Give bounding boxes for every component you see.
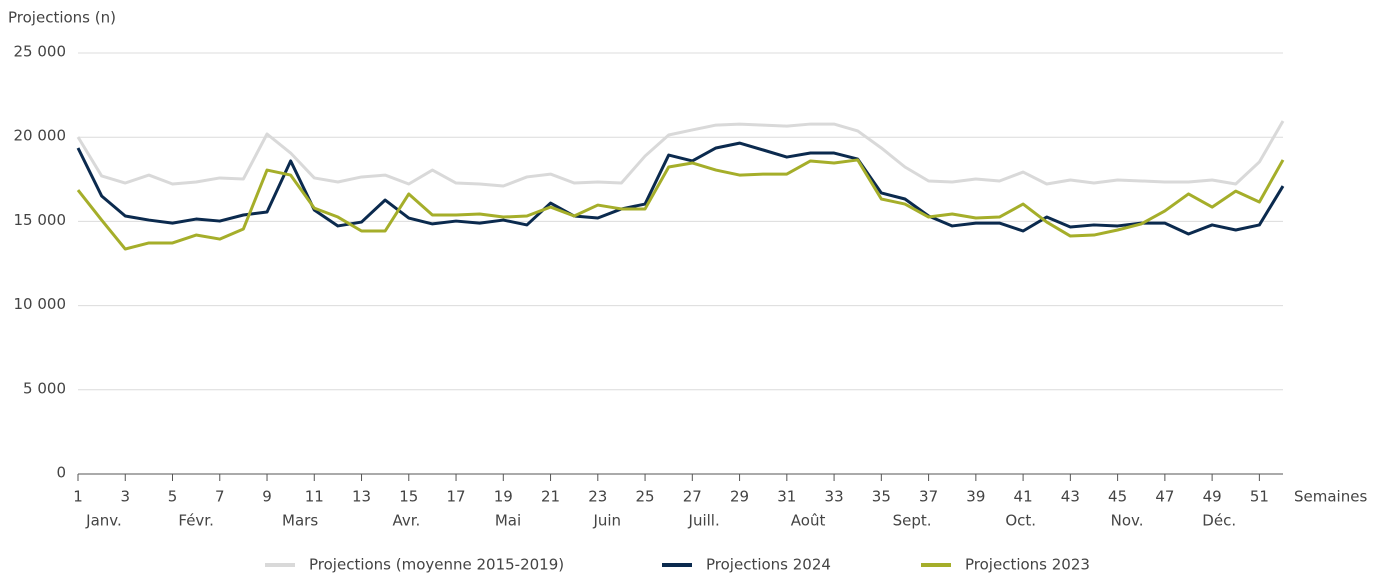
y-tick-label: 5 000 — [23, 379, 66, 397]
legend-label: Projections (moyenne 2015-2019) — [309, 556, 564, 574]
month-label: Avr. — [393, 512, 421, 530]
month-label: Oct. — [1005, 512, 1036, 530]
y-axis-label: Projections (n) — [8, 9, 116, 27]
x-tick-label: 29 — [730, 488, 749, 506]
month-label: Juill. — [688, 512, 720, 530]
month-label: Févr. — [178, 512, 213, 530]
x-tick-label: 37 — [919, 488, 938, 506]
x-tick-label: 51 — [1250, 488, 1269, 506]
x-axis-label: Semaines — [1294, 488, 1367, 506]
x-tick-label: 21 — [541, 488, 560, 506]
x-tick-label: 47 — [1155, 488, 1174, 506]
y-tick-label: 0 — [56, 464, 66, 482]
month-label: Juin — [592, 512, 621, 530]
month-label: Janv. — [85, 512, 122, 530]
x-tick-label: 13 — [352, 488, 371, 506]
month-label: Mars — [282, 512, 318, 530]
y-tick-label: 25 000 — [14, 43, 67, 61]
x-tick-label: 31 — [777, 488, 796, 506]
x-tick-label: 17 — [446, 488, 465, 506]
x-tick-label: 7 — [215, 488, 225, 506]
x-tick-label: 39 — [966, 488, 985, 506]
series-line — [76, 141, 1285, 236]
x-tick-label: 3 — [120, 488, 130, 506]
month-label: Déc. — [1202, 512, 1236, 530]
series-line — [76, 158, 1285, 251]
month-label: Nov. — [1111, 512, 1144, 530]
series-line — [76, 120, 1285, 188]
legend-label: Projections 2023 — [965, 556, 1090, 574]
x-tick-label: 35 — [872, 488, 891, 506]
x-tick-label: 41 — [1014, 488, 1033, 506]
x-tick-label: 5 — [168, 488, 178, 506]
legend-label: Projections 2024 — [706, 556, 831, 574]
x-tick-label: 19 — [494, 488, 513, 506]
x-tick-label: 11 — [305, 488, 324, 506]
y-tick-label: 15 000 — [14, 211, 67, 229]
x-tick-label: 15 — [399, 488, 418, 506]
x-tick-label: 25 — [636, 488, 655, 506]
y-tick-label: 10 000 — [14, 295, 67, 313]
month-label: Mai — [495, 512, 521, 530]
x-tick-label: 33 — [825, 488, 844, 506]
month-label: Août — [791, 512, 826, 530]
x-tick-label: 23 — [588, 488, 607, 506]
x-tick-label: 27 — [683, 488, 702, 506]
x-tick-label: 49 — [1203, 488, 1222, 506]
x-tick-label: 9 — [262, 488, 272, 506]
x-tick-label: 43 — [1061, 488, 1080, 506]
y-tick-label: 20 000 — [14, 127, 67, 145]
x-tick-label: 1 — [73, 488, 83, 506]
month-label: Sept. — [893, 512, 932, 530]
x-tick-label: 45 — [1108, 488, 1127, 506]
